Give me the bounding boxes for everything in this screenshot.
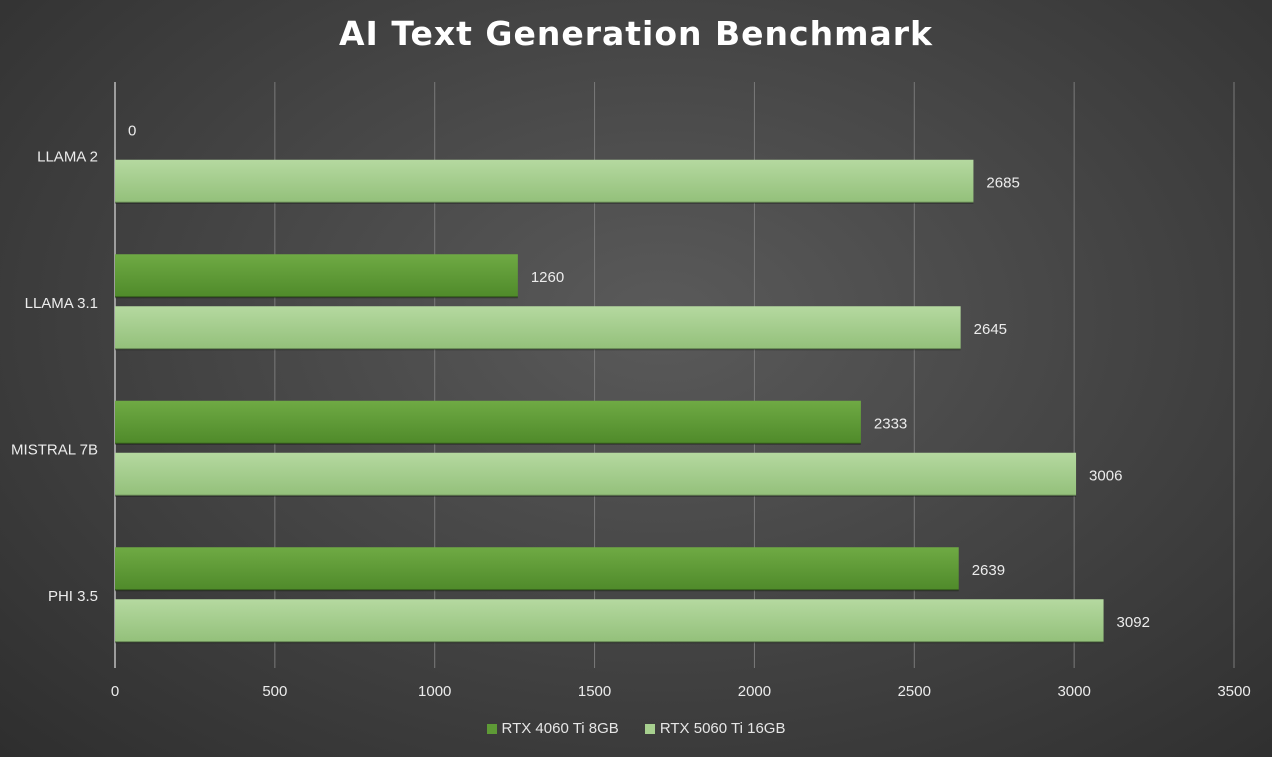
data-label-llama-2-series-1: 0 [128, 122, 136, 139]
data-label-mistral-7b-series-1: 2333 [874, 415, 907, 432]
x-tick-label-3500: 3500 [1217, 683, 1250, 700]
chart-legend: RTX 4060 Ti 8GB RTX 5060 Ti 16GB [0, 720, 1272, 737]
x-tick-label-0: 0 [111, 683, 119, 700]
bar-llama-3-1-series-1 [115, 254, 518, 298]
category-label-phi-3-5: PHI 3.5 [48, 588, 98, 605]
x-tick-label-3000: 3000 [1057, 683, 1090, 700]
bar-llama-2-series-2 [115, 159, 974, 203]
data-label-phi-3-5-series-2: 3092 [1117, 614, 1150, 631]
data-label-llama-3-1-series-1: 1260 [531, 269, 564, 286]
legend-swatch-series-1 [486, 723, 497, 734]
bar-phi-3-5-series-1 [115, 547, 959, 591]
legend-label-series-2: RTX 5060 Ti 16GB [659, 720, 786, 737]
x-tick-label-2000: 2000 [738, 683, 771, 700]
data-label-llama-3-1-series-2: 2645 [974, 321, 1007, 338]
bar-llama-3-1-series-2 [115, 306, 961, 350]
x-tick-label-2500: 2500 [898, 683, 931, 700]
data-label-llama-2-series-2: 2685 [986, 174, 1019, 191]
x-tick-label-1000: 1000 [418, 683, 451, 700]
category-label-llama-3-1: LLAMA 3.1 [25, 295, 98, 312]
bar-mistral-7b-series-1 [115, 400, 861, 444]
chart-title: AI Text Generation Benchmark [339, 14, 933, 53]
category-label-llama-2: LLAMA 2 [37, 148, 98, 165]
bar-phi-3-5-series-2 [115, 599, 1104, 643]
legend-item-series-1: RTX 4060 Ti 8GB [486, 720, 619, 737]
data-label-phi-3-5-series-1: 2639 [972, 562, 1005, 579]
x-tick-label-500: 500 [262, 683, 287, 700]
bar-mistral-7b-series-2 [115, 452, 1077, 496]
x-tick-label-1500: 1500 [578, 683, 611, 700]
category-label-mistral-7b: MISTRAL 7B [11, 441, 98, 458]
legend-label-series-1: RTX 4060 Ti 8GB [501, 720, 619, 737]
legend-swatch-series-2 [644, 723, 655, 734]
legend-item-series-2: RTX 5060 Ti 16GB [644, 720, 786, 737]
data-label-mistral-7b-series-2: 3006 [1089, 467, 1122, 484]
